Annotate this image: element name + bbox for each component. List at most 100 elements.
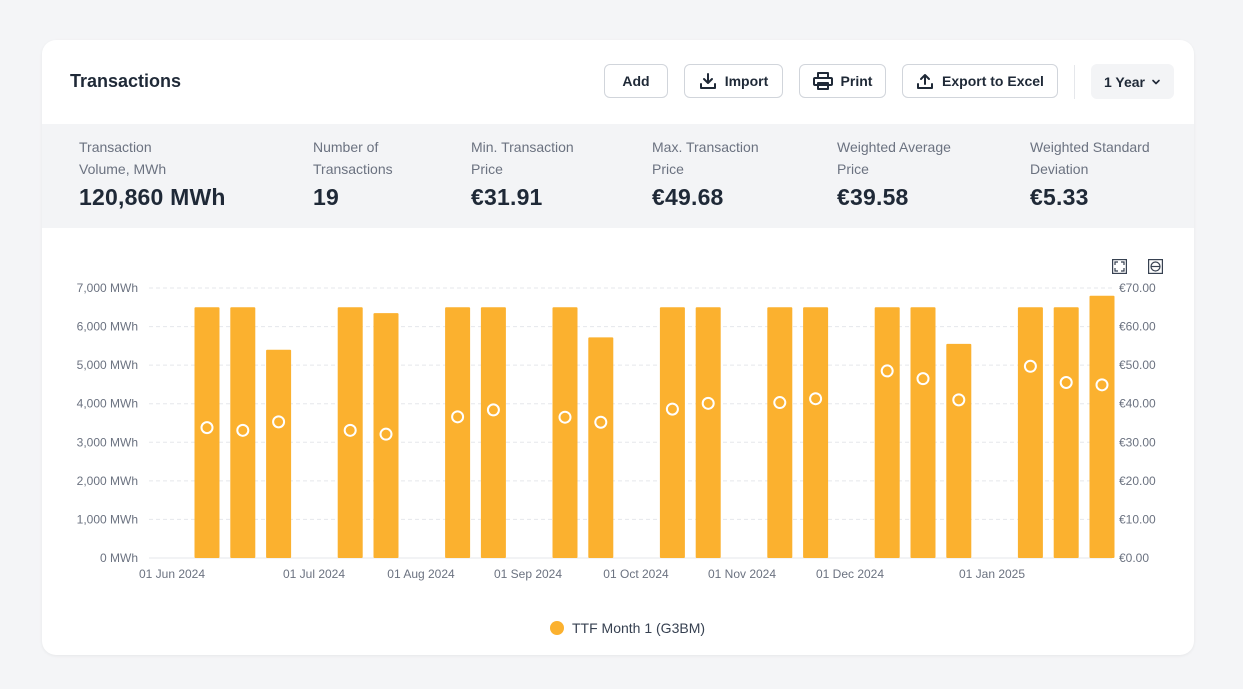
upload-icon [916,72,934,90]
print-button-label: Print [840,73,873,89]
chart-area: 0 MWh €0.00 1,000 MWh €10.00 2,000 MWh €20.00… [42,228,1194,655]
volume-bar [266,349,292,558]
price-point [558,410,572,424]
volume-bar [767,307,793,558]
volume-bar [373,313,399,558]
time-range-dropdown[interactable]: 1 Year [1091,64,1174,99]
stat-value: €39.58 [837,184,909,210]
stat-label: Max. Transaction Price [652,139,759,177]
y-axis-right-tick-label: €60.00 [1119,320,1156,334]
stat-value: 120,860 MWh [79,184,226,210]
y-axis-right-tick-label: €30.00 [1119,435,1156,449]
y-axis-left-tick-label: 1,000 MWh [77,512,138,526]
x-axis-tick-label: 01 Dec 2024 [816,567,884,581]
time-range-value: 1 Year [1103,73,1145,90]
y-axis-right-tick-label: €10.00 [1119,512,1156,526]
x-axis-tick-label: 01 Jul 2024 [283,567,345,581]
stat-label: Weighted Average Price [837,139,951,177]
price-point [1023,359,1037,373]
x-axis-tick-label: 01 Oct 2024 [603,567,669,581]
price-point [701,396,715,410]
y-axis-left-tick-label: 5,000 MWh [77,358,138,372]
y-axis-left-tick-label: 7,000 MWh [77,281,138,295]
stat-min-price: Min. Transaction Price €31.91 [471,136,591,211]
reset-zoom-icon[interactable] [1148,259,1164,275]
stat-weighted-std-deviation: Weighted Standard Deviation €5.33 [1030,136,1170,211]
stat-label: Number of Transactions [313,139,393,177]
price-point [880,364,894,378]
stat-transaction-volume: Transaction Volume, MWh 120,860 MWh [79,136,226,211]
legend-swatch [550,621,564,635]
price-point [594,415,608,429]
price-point [272,415,286,429]
stat-value: €31.91 [471,184,543,210]
price-point [952,393,966,407]
y-axis-left-tick-label: 6,000 MWh [77,320,138,334]
stat-label: Transaction Volume, MWh [79,139,167,177]
volume-bar [1089,295,1115,558]
transactions-chart: 0 MWh €0.00 1,000 MWh €10.00 2,000 MWh €20.00… [77,281,1156,581]
stat-value: 19 [313,184,339,210]
volume-bar [1053,307,1079,558]
y-axis-left-tick-label: 0 MWh [100,551,138,565]
volume-bars [194,295,1115,558]
price-point [1095,378,1109,392]
y-axis-right-tick-label: €0.00 [1119,551,1149,565]
y-axis-right-tick-label: €70.00 [1119,281,1156,295]
volume-bar [695,307,721,558]
y-axis-right-tick-label: €50.00 [1119,358,1156,372]
chart-legend[interactable]: TTF Month 1 (G3BM) [550,620,705,636]
chevron-down-icon [1151,74,1161,90]
axis-labels: 0 MWh €0.00 1,000 MWh €10.00 2,000 MWh €20.00… [77,281,1156,581]
stat-label: Weighted Standard Deviation [1030,139,1150,177]
price-point [343,423,357,437]
volume-bar [552,307,578,558]
stat-label: Min. Transaction Price [471,139,574,177]
stat-max-price: Max. Transaction Price €49.68 [652,136,772,211]
stat-value: €49.68 [652,184,724,210]
export-to-excel-button[interactable]: Export to Excel [902,64,1058,98]
volume-bar [803,307,829,558]
price-point [809,392,823,406]
export-button-label: Export to Excel [942,73,1044,89]
volume-bar [910,307,936,558]
add-button[interactable]: Add [604,64,668,98]
legend-label: TTF Month 1 (G3BM) [572,620,706,636]
volume-bar [659,307,685,558]
volume-bar [874,307,900,558]
price-point [451,410,465,424]
volume-bar [588,337,614,558]
volume-bar [230,307,256,558]
price-point [379,427,393,441]
y-axis-left-tick-label: 4,000 MWh [77,397,138,411]
y-axis-left-tick-label: 3,000 MWh [77,435,138,449]
price-point [665,402,679,416]
y-axis-right-tick-label: €40.00 [1119,397,1156,411]
summary-stats: Transaction Volume, MWh 120,860 MWh Numb… [42,124,1194,228]
price-point [486,403,500,417]
header-divider [1074,65,1075,99]
card-header: Transactions Add Import Print [42,40,1194,124]
stat-weighted-average-price: Weighted Average Price €39.58 [837,136,967,211]
volume-bar [337,307,363,558]
add-button-label: Add [622,73,650,89]
price-point [773,396,787,410]
volume-bar [445,307,471,558]
price-point [236,423,250,437]
y-axis-left-tick-label: 2,000 MWh [77,474,138,488]
y-axis-right-tick-label: €20.00 [1119,474,1156,488]
fullscreen-icon[interactable] [1112,259,1128,275]
transactions-card: Transactions Add Import Print [42,40,1194,655]
download-icon [699,72,717,90]
stat-number-of-transactions: Number of Transactions 19 [313,136,433,211]
page-title: Transactions [70,71,182,91]
import-button[interactable]: Import [684,64,783,98]
price-point [916,372,930,386]
x-axis-tick-label: 01 Jun 2024 [139,567,205,581]
printer-icon [812,72,833,90]
stat-value: €5.33 [1030,184,1089,210]
price-point [1059,376,1073,389]
x-axis-tick-label: 01 Jan 2025 [959,567,1025,581]
print-button[interactable]: Print [799,64,886,98]
volume-bar [946,343,972,558]
